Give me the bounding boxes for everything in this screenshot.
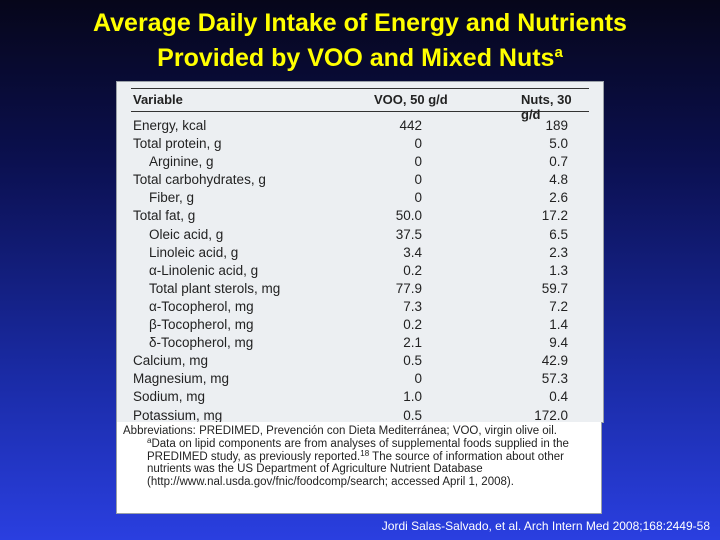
cell-voo: 442 xyxy=(399,118,422,133)
table-row: Total protein, g 0 5.0 xyxy=(117,135,603,153)
cell-voo: 77.9 xyxy=(395,280,422,296)
table-row: Arginine, g 0 0.7 xyxy=(117,153,603,171)
abbreviations-note: Abbreviations: PREDIMED, Prevención con … xyxy=(123,425,557,437)
slide-title-line1: Average Daily Intake of Energy and Nutri… xyxy=(93,9,627,37)
table-row: Total fat, g 50.0 17.2 xyxy=(117,207,603,225)
cell-nuts: 0.7 xyxy=(549,154,568,170)
cell-variable: Energy, kcal xyxy=(133,118,207,133)
cell-nuts: 6.5 xyxy=(549,226,568,242)
header-voo: VOO, 50 g/d xyxy=(374,92,448,107)
table-row: Potassium, mg 0.5 172.0 xyxy=(117,407,603,425)
cell-variable: β-Tocopherol, mg xyxy=(149,317,254,333)
table-header-row: Variable VOO, 50 g/d Nuts, 30 g/d xyxy=(131,88,589,122)
table-body: Energy, kcal 442 189 Total protein, g 0 5.0 Ar… xyxy=(117,117,603,425)
table-row: β-Tocopherol, mg 0.2 1.4 xyxy=(117,316,603,334)
table-footnote: Abbreviations: PREDIMED, Prevención con … xyxy=(116,422,602,514)
cell-nuts: 57.3 xyxy=(541,371,568,387)
data-source-note: aData on lipid components are from analy… xyxy=(123,435,595,489)
cell-nuts: 2.6 xyxy=(549,190,568,206)
cell-nuts: 189 xyxy=(545,118,568,133)
cell-variable: Total fat, g xyxy=(133,208,196,224)
cell-nuts: 7.2 xyxy=(549,298,568,314)
slide-title-line2: Provided by VOO and Mixed Nutsa xyxy=(0,41,720,76)
cell-voo: 0.5 xyxy=(403,353,422,369)
table-row: α-Tocopherol, mg 7.3 7.2 xyxy=(117,298,603,316)
cell-voo: 3.4 xyxy=(403,244,422,260)
cell-voo: 37.5 xyxy=(395,226,422,242)
cell-nuts: 5.0 xyxy=(549,136,568,152)
cell-variable: Potassium, mg xyxy=(133,407,223,423)
cell-variable: Sodium, mg xyxy=(133,389,206,405)
note-reference: 18 xyxy=(360,448,370,458)
cell-voo: 0.2 xyxy=(403,262,422,278)
table-row: Calcium, mg 0.5 42.9 xyxy=(117,352,603,370)
cell-nuts: 0.4 xyxy=(549,389,568,405)
cell-voo: 0 xyxy=(414,154,422,170)
table-row: Linoleic acid, g 3.4 2.3 xyxy=(117,244,603,262)
slide-title: Average Daily Intake of Energy and Nutri… xyxy=(0,6,720,76)
cell-voo: 0.2 xyxy=(403,317,422,333)
header-nuts: Nuts, 30 g/d xyxy=(521,92,572,122)
cell-nuts: 1.3 xyxy=(549,262,568,278)
cell-voo: 0 xyxy=(414,172,422,188)
cell-nuts: 4.8 xyxy=(549,172,568,188)
cell-variable: Total carbohydrates, g xyxy=(133,172,266,188)
title-footnote-marker: a xyxy=(554,44,563,61)
table-row: Fiber, g 0 2.6 xyxy=(117,189,603,207)
table-row: Oleic acid, g 37.5 6.5 xyxy=(117,226,603,244)
table-row: Sodium, mg 1.0 0.4 xyxy=(117,388,603,406)
cell-variable: Magnesium, mg xyxy=(133,371,230,387)
slide-title-line2-text: Provided by VOO and Mixed Nuts xyxy=(157,44,555,72)
cell-variable: α-Linolenic acid, g xyxy=(149,262,259,278)
cell-variable: Linoleic acid, g xyxy=(149,244,239,260)
cell-voo: 50.0 xyxy=(395,208,422,224)
cell-nuts: 1.4 xyxy=(549,317,568,333)
table-row: δ-Tocopherol, mg 2.1 9.4 xyxy=(117,334,603,352)
cell-nuts: 42.9 xyxy=(541,353,568,369)
cell-variable: Arginine, g xyxy=(149,154,214,170)
cell-variable: Total protein, g xyxy=(133,136,222,152)
cell-voo: 0.5 xyxy=(403,407,422,423)
nutrient-table: Variable VOO, 50 g/d Nuts, 30 g/d Energy… xyxy=(116,81,604,423)
cell-nuts: 17.2 xyxy=(541,208,568,224)
cell-variable: Oleic acid, g xyxy=(149,226,224,242)
cell-voo: 0 xyxy=(414,136,422,152)
citation: Jordi Salas-Salvado, et al. Arch Intern … xyxy=(381,519,710,533)
cell-nuts: 172.0 xyxy=(534,407,568,423)
note-text: Data on lipid components are from analys… xyxy=(147,437,569,463)
cell-variable: α-Tocopherol, mg xyxy=(149,298,254,314)
header-variable: Variable xyxy=(133,92,183,107)
cell-nuts: 2.3 xyxy=(549,244,568,260)
note-text-continued: The source of information about other nu… xyxy=(147,450,564,489)
cell-nuts: 59.7 xyxy=(541,280,568,296)
cell-voo: 0 xyxy=(414,371,422,387)
table-row: Energy, kcal 442 189 xyxy=(117,117,603,135)
cell-nuts: 9.4 xyxy=(549,335,568,351)
cell-voo: 7.3 xyxy=(403,298,422,314)
cell-voo: 1.0 xyxy=(403,389,422,405)
table-row: Total carbohydrates, g 0 4.8 xyxy=(117,171,603,189)
cell-variable: Fiber, g xyxy=(149,190,195,206)
cell-voo: 2.1 xyxy=(403,335,422,351)
cell-variable: Total plant sterols, mg xyxy=(149,280,281,296)
cell-variable: Calcium, mg xyxy=(133,353,209,369)
note-marker: a xyxy=(147,435,152,445)
cell-voo: 0 xyxy=(414,190,422,206)
table-row: α-Linolenic acid, g 0.2 1.3 xyxy=(117,262,603,280)
table-row: Total plant sterols, mg 77.9 59.7 xyxy=(117,280,603,298)
cell-variable: δ-Tocopherol, mg xyxy=(149,335,254,351)
table-row: Magnesium, mg 0 57.3 xyxy=(117,370,603,388)
